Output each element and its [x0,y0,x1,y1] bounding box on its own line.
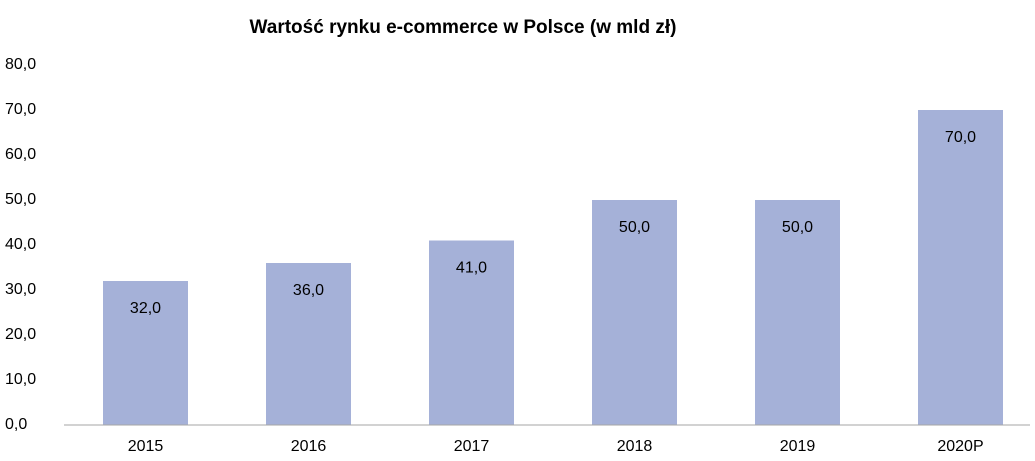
y-tick-label: 60,0 [5,146,36,163]
x-tick-label: 2016 [291,438,327,455]
data-label: 70,0 [945,129,976,146]
x-tick-label: 2015 [128,438,164,455]
y-tick-label: 80,0 [5,56,36,73]
y-tick-label: 70,0 [5,101,36,118]
data-label: 50,0 [782,219,813,236]
bar [266,263,351,425]
x-tick-label: 2017 [454,438,490,455]
data-label: 32,0 [130,300,161,317]
y-tick-label: 10,0 [5,371,36,388]
y-tick-label: 20,0 [5,326,36,343]
x-tick-label: 2019 [780,438,816,455]
x-tick-label: 2020P [937,438,983,455]
data-label: 36,0 [293,282,324,299]
data-label: 50,0 [619,219,650,236]
chart-title: Wartość rynku e-commerce w Polsce (w mld… [250,17,677,38]
data-label: 41,0 [456,260,487,277]
bar [592,200,677,425]
y-tick-label: 40,0 [5,236,36,253]
bar [103,281,188,425]
bar [429,240,514,425]
y-tick-label: 0,0 [5,416,27,433]
bar [918,110,1003,425]
y-tick-label: 50,0 [5,191,36,208]
y-tick-label: 30,0 [5,281,36,298]
x-tick-label: 2018 [617,438,653,455]
bar [755,200,840,425]
